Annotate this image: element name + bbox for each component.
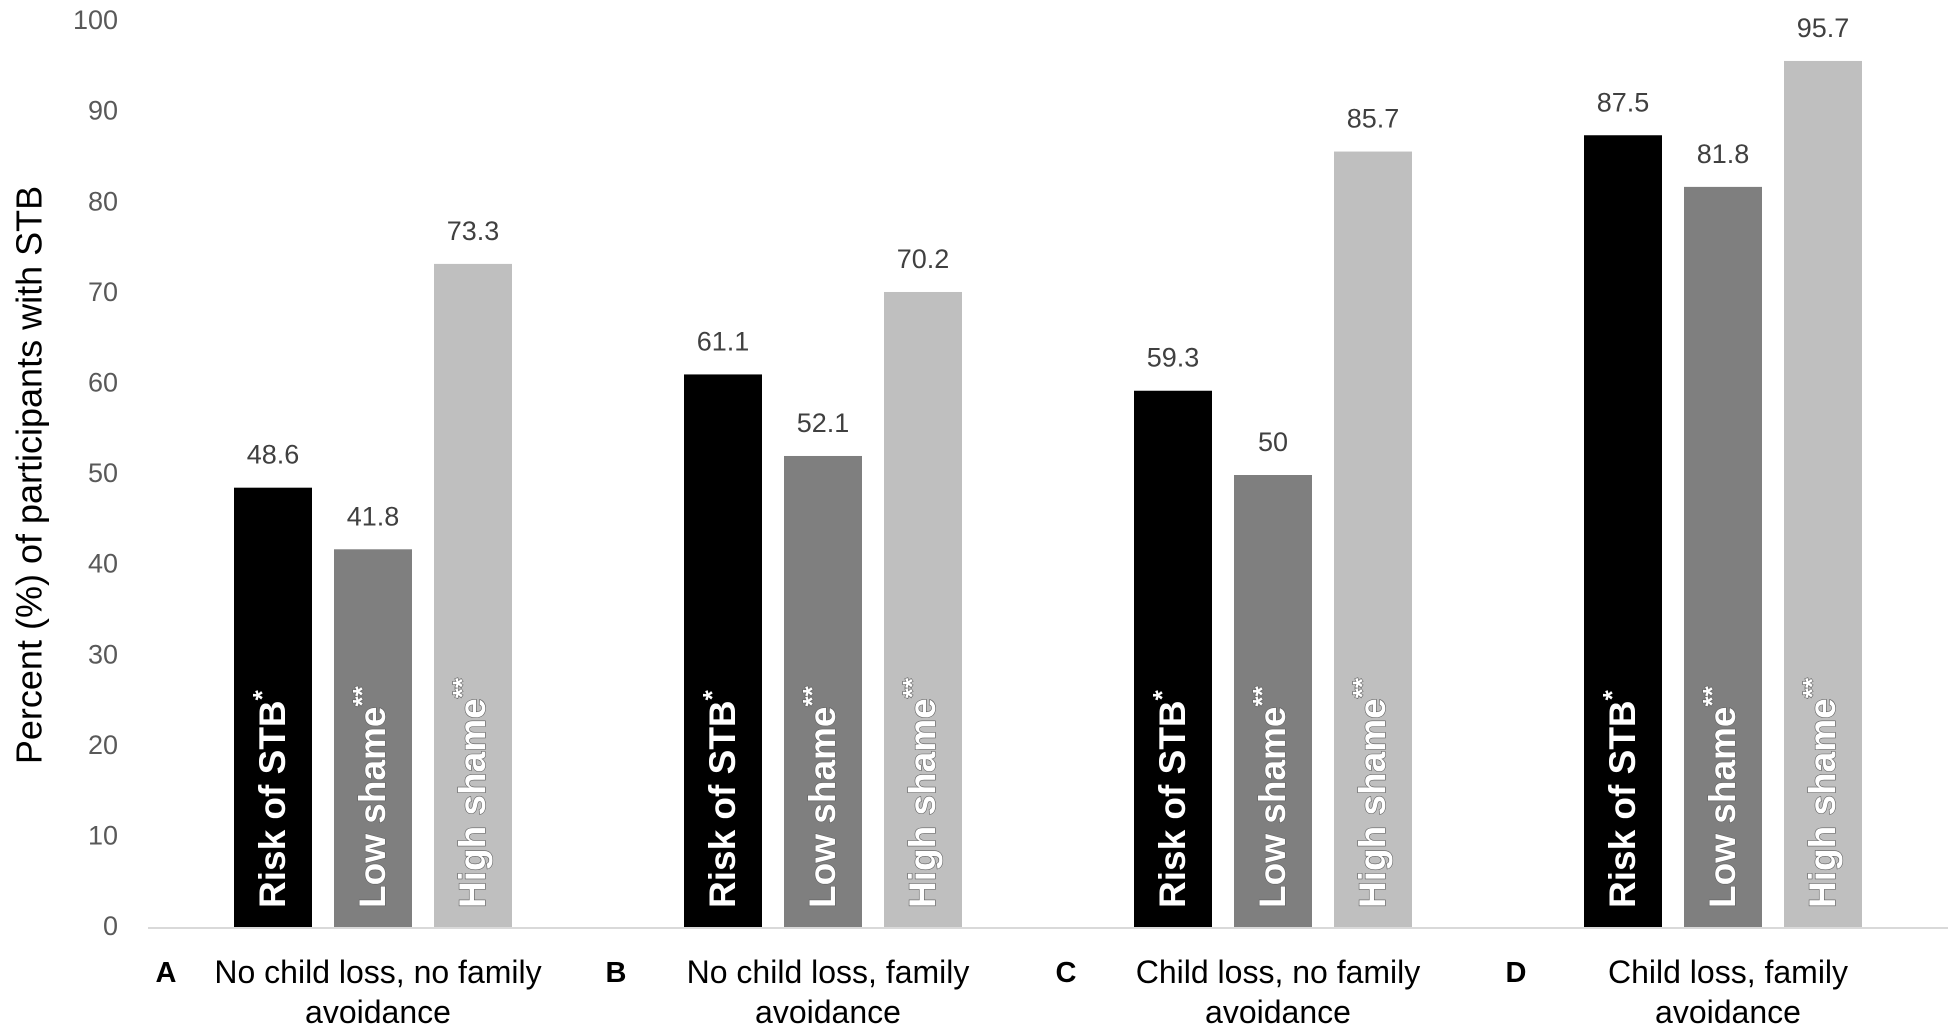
y-axis-title-group: Percent (%) of participants with STB — [9, 186, 50, 764]
bar-series-label: Risk of STB* — [1147, 689, 1193, 908]
bar-series-superscript: * — [1597, 689, 1627, 700]
bar-value-label: 81.8 — [1697, 139, 1750, 169]
category-label-line2: avoidance — [1205, 994, 1351, 1030]
bar-series-label: Low shame** — [1247, 685, 1293, 908]
bar-series-superscript: ** — [1247, 685, 1277, 706]
bar-series-label: High shame** — [1797, 677, 1843, 908]
y-axis-ticks: 0 10 20 30 40 50 60 70 80 90 100 — [73, 5, 118, 941]
bar-series-superscript: * — [247, 689, 277, 700]
bar-series-superscript: ** — [1797, 677, 1827, 698]
bar-series-name: Low shame — [802, 707, 843, 909]
bar-high-shame-c — [1334, 151, 1412, 929]
y-tick-label: 70 — [88, 277, 118, 307]
bar-risk-of-stb-b — [684, 374, 762, 929]
y-tick-label: 50 — [88, 458, 118, 488]
bar-series-label: Risk of STB* — [697, 689, 743, 908]
bar-series-name: High shame — [902, 698, 943, 908]
y-tick-label: 100 — [73, 5, 118, 35]
bar-series-label: Low shame** — [797, 685, 843, 908]
category-letter: A — [156, 957, 177, 989]
y-tick-label: 30 — [88, 639, 118, 669]
bar-series-label: Low shame** — [347, 685, 393, 908]
y-tick-label: 0 — [103, 911, 118, 941]
x-axis-labels: A No child loss, no family avoidance B No ch… — [156, 954, 1849, 1030]
y-tick-label: 60 — [88, 368, 118, 398]
y-tick-label: 10 — [88, 821, 118, 851]
bar-series-superscript: ** — [897, 677, 927, 698]
bar-series-name: Risk of STB — [702, 700, 743, 908]
bar-value-label: 95.7 — [1797, 13, 1850, 43]
bar-series-name: High shame — [1352, 698, 1393, 908]
bar-series-superscript: ** — [1697, 685, 1727, 706]
bar-series-label: Risk of STB* — [1597, 689, 1643, 908]
bar-value-label: 73.3 — [447, 216, 500, 246]
bar-series-label: Risk of STB* — [247, 689, 293, 908]
bar-low-shame-a — [334, 549, 412, 928]
bar-value-label: 61.1 — [697, 326, 750, 356]
category-letter: D — [1506, 957, 1527, 989]
bar-series-superscript: ** — [447, 677, 477, 698]
category-label-line1: Child loss, family — [1608, 954, 1848, 990]
bar-high-shame-b — [884, 291, 962, 928]
bar-series-label: High shame** — [447, 677, 493, 908]
bar-series-name: Risk of STB — [1602, 700, 1643, 908]
category-letter: B — [606, 957, 627, 989]
y-tick-label: 40 — [88, 549, 118, 579]
bar-series-name: Low shame — [1252, 707, 1293, 909]
bar-value-label: 41.8 — [347, 501, 400, 531]
category-label-line2: avoidance — [755, 994, 901, 1030]
bar-low-shame-d — [1684, 186, 1762, 929]
bar-series-name: Low shame — [1702, 707, 1743, 909]
bar-low-shame-c — [1234, 475, 1312, 928]
bar-series-label: Low shame** — [1697, 685, 1743, 908]
bar-series-name: Risk of STB — [1152, 700, 1193, 908]
bar-value-label: 70.2 — [897, 244, 950, 274]
bar-series-superscript: * — [1147, 689, 1177, 700]
bar-risk-of-stb-d — [1584, 135, 1662, 928]
y-tick-label: 90 — [88, 96, 118, 126]
category-label-line2: avoidance — [1655, 994, 1801, 1030]
bar-risk-of-stb-a — [234, 487, 312, 928]
category-label-line2: avoidance — [305, 994, 451, 1030]
y-axis-title: Percent (%) of participants with STB — [9, 186, 50, 764]
bar-risk-of-stb-c — [1134, 390, 1212, 928]
bar-value-label: 59.3 — [1147, 343, 1200, 373]
category-label-line1: No child loss, family — [687, 954, 970, 990]
bar-series-label: High shame** — [1347, 677, 1393, 908]
bar-series-superscript: * — [697, 689, 727, 700]
bar-value-label: 87.5 — [1597, 87, 1650, 117]
category-label-line1: No child loss, no family — [214, 954, 541, 990]
category-label-line1: Child loss, no family — [1136, 954, 1421, 990]
bar-series-label: High shame** — [897, 677, 943, 908]
bar-series-name: High shame — [1802, 698, 1843, 908]
y-tick-label: 80 — [88, 186, 118, 216]
bar-series-superscript: ** — [1347, 677, 1377, 698]
bar-value-label: 52.1 — [797, 408, 850, 438]
y-tick-label: 20 — [88, 730, 118, 760]
bar-series-name: High shame — [452, 698, 493, 908]
bar-value-label: 50 — [1258, 427, 1288, 457]
bar-series-name: Low shame — [352, 707, 393, 909]
bar-value-label: 48.6 — [247, 440, 300, 470]
bar-series-superscript: ** — [797, 685, 827, 706]
bar-value-label: 85.7 — [1347, 104, 1400, 134]
bar-series-name: Risk of STB — [252, 700, 293, 908]
bar-series-superscript: ** — [347, 685, 377, 706]
bar-low-shame-b — [784, 455, 862, 928]
bar-high-shame-a — [434, 263, 512, 929]
category-letter: C — [1056, 957, 1077, 989]
bar-high-shame-d — [1784, 60, 1862, 928]
